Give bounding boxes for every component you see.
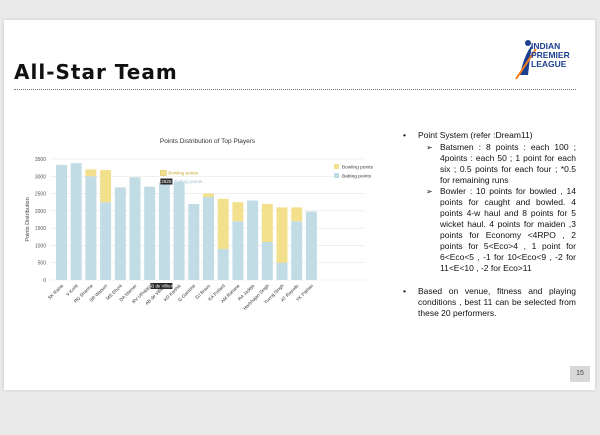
- bar-batting: [188, 203, 200, 280]
- bar-bowling: [203, 193, 214, 198]
- bar-batting: [291, 221, 303, 280]
- point-system-sublist: ➢ Batsmen : 8 points : each 100 ; 4point…: [424, 142, 576, 274]
- tooltip-batting-value: 2825: [161, 179, 172, 184]
- bar-batting: [70, 163, 82, 280]
- ipl-logo-text: INDIAN PREMIER LEAGUE: [531, 41, 570, 69]
- y-tick-label: 1500: [35, 226, 46, 232]
- y-tick-label: 3000: [35, 174, 46, 180]
- arrow-bullet-icon: ➢: [426, 143, 433, 152]
- bowler-rule: ➢ Bowler : 10 points for bowled , 14 poi…: [424, 186, 576, 274]
- bar-batting: [129, 177, 141, 280]
- slide-title: All-Star Team: [14, 60, 178, 84]
- points-chart: Points Distribution of Top Players 0 500 10…: [20, 131, 375, 339]
- bar-batting: [144, 186, 156, 280]
- batsman-icon: [515, 40, 537, 80]
- legend-label: Batting points: [342, 174, 372, 180]
- tooltip-bowling-marker: [160, 170, 167, 176]
- batsmen-rule-text: Batsmen : 8 points : each 100 ; 4points …: [440, 142, 576, 185]
- y-tick-label: 1000: [35, 243, 46, 249]
- bullet-icon: •: [403, 286, 406, 296]
- tooltip-batting-label: Batting points: [174, 179, 203, 184]
- bar-batting: [276, 262, 288, 280]
- selection-bullet: • Based on venue, fitness and playing co…: [398, 286, 576, 319]
- bar-bowling: [291, 207, 303, 222]
- bar-batting: [217, 248, 229, 280]
- bar-batting: [158, 182, 170, 280]
- legend-swatch: [334, 164, 339, 169]
- bar-bowling: [276, 207, 288, 263]
- x-tick-label: V Kohli: [65, 283, 79, 297]
- bar-bowling: [100, 170, 112, 203]
- tooltip-category-label: AB de Villiers: [148, 284, 175, 289]
- bar-batting: [203, 197, 214, 280]
- tooltip-bowling-label: Bowling points: [168, 171, 198, 176]
- bar-batting: [85, 176, 97, 280]
- bowler-rule-text: Bowler : 10 points for bowled , 14 point…: [440, 186, 576, 273]
- y-tick-label: 500: [38, 261, 47, 267]
- bar-bowling: [85, 169, 97, 177]
- y-axis-label: Points Distribution: [25, 197, 31, 241]
- bar-bowling: [261, 203, 273, 242]
- bar-batting: [247, 200, 259, 280]
- bar-batting: [114, 187, 126, 280]
- y-tick-label: 2500: [35, 192, 46, 198]
- point-system-panel: • Point System (refer :Dream11) ➢ Batsme…: [398, 130, 576, 327]
- legend-label: Bowling points: [342, 165, 374, 171]
- y-tick-label: 0: [43, 278, 46, 284]
- y-tick-label: 2000: [35, 209, 46, 215]
- arrow-bullet-icon: ➢: [426, 187, 433, 196]
- bar-batting: [56, 164, 67, 280]
- bar-batting: [232, 221, 244, 280]
- bar-batting: [305, 211, 317, 280]
- y-tick-label: 3500: [35, 157, 46, 163]
- tooltip-batting-box: [160, 178, 173, 185]
- bar-bowling: [232, 202, 244, 222]
- bar-batting: [261, 241, 273, 280]
- point-system-bullet: • Point System (refer :Dream11) ➢ Batsme…: [398, 130, 576, 274]
- points-chart-svg: Points Distribution of Top Players 0 500 10…: [25, 138, 374, 311]
- bullet-icon: •: [403, 130, 406, 140]
- bar-batting: [100, 202, 112, 280]
- tooltip-category-box: [150, 283, 173, 289]
- x-tick-label: SK Raina: [47, 283, 65, 301]
- legend-swatch: [334, 173, 339, 178]
- batsmen-rule: ➢ Batsmen : 8 points : each 100 ; 4point…: [424, 142, 576, 186]
- point-system-heading: Point System (refer :Dream11): [418, 130, 533, 140]
- bar-bowling: [217, 198, 229, 249]
- ipl-logo: [515, 40, 537, 80]
- title-divider: [14, 89, 576, 90]
- bar-batting: [173, 182, 185, 280]
- selection-text: Based on venue, fitness and playing cond…: [418, 286, 576, 318]
- chart-title: Points Distribution of Top Players: [160, 138, 256, 145]
- page-number: 15: [570, 366, 590, 382]
